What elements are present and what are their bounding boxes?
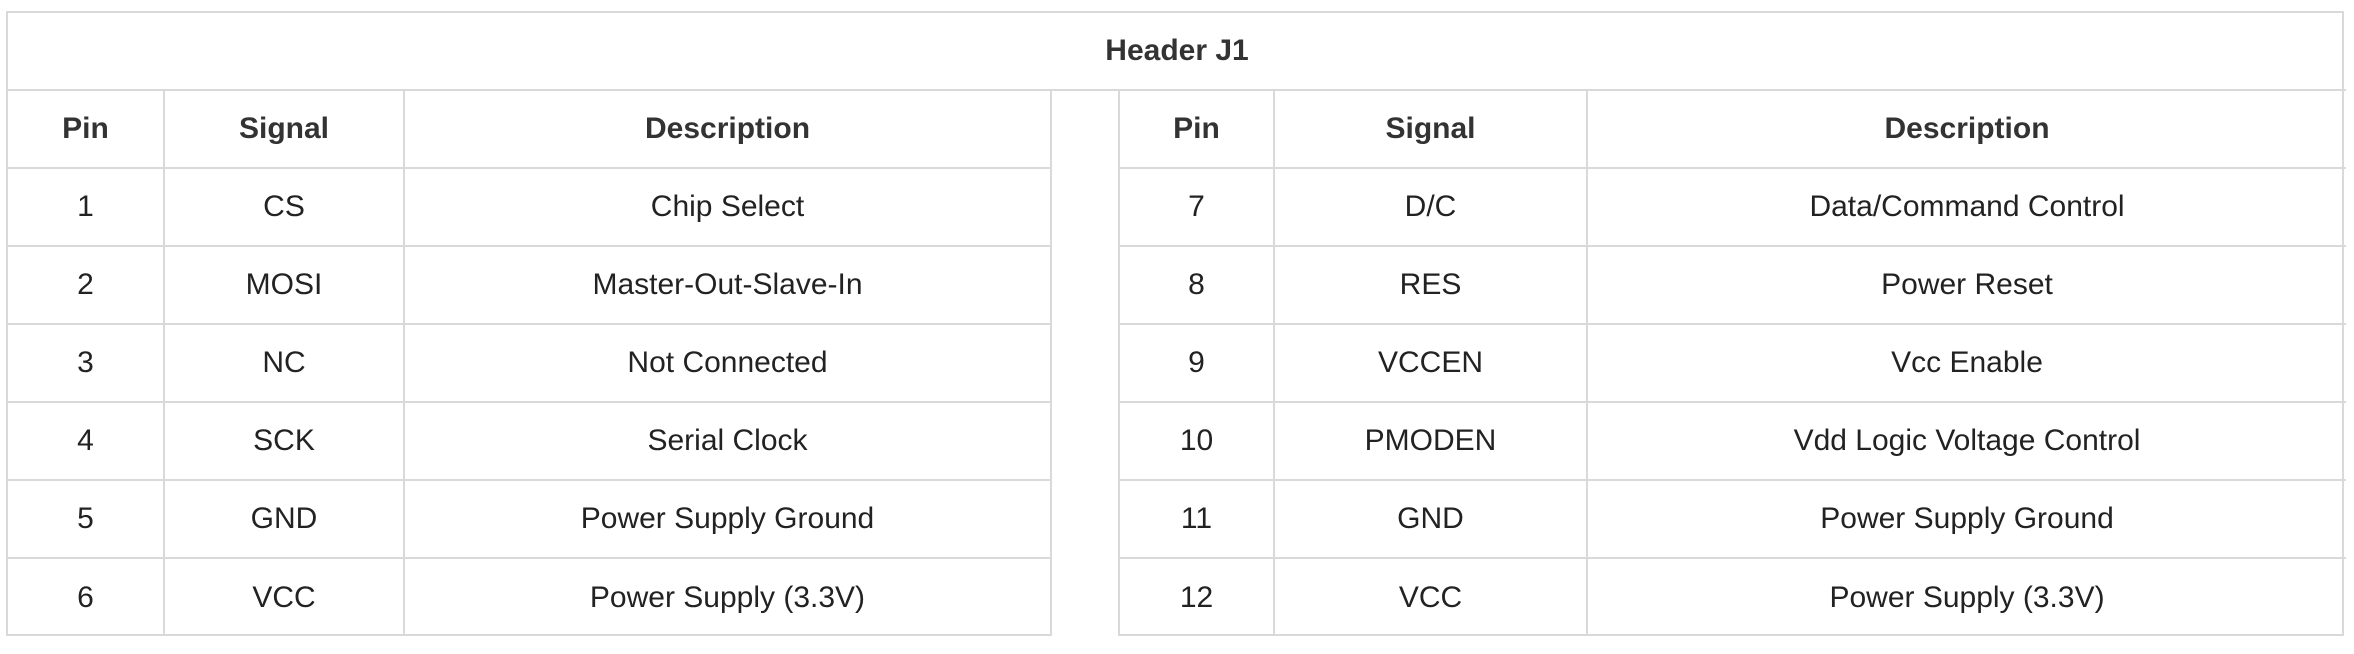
right-description-cell: Vcc Enable bbox=[1585, 323, 2347, 403]
left-pin-cell: 1 bbox=[8, 167, 165, 247]
left-pin-cell: 2 bbox=[8, 245, 165, 325]
right-signal-cell: VCCEN bbox=[1273, 323, 1588, 403]
table-title-row: Header J1 bbox=[8, 13, 2347, 91]
left-description-cell: Master-Out-Slave-In bbox=[403, 245, 1052, 325]
right-pin-cell: 11 bbox=[1118, 479, 1275, 559]
left-signal-cell: VCC bbox=[163, 557, 405, 636]
left-signal-cell: MOSI bbox=[163, 245, 405, 325]
table-header-row: Pin Signal Description Pin Signal Descri… bbox=[8, 89, 2347, 636]
right-signal-cell: VCC bbox=[1273, 557, 1588, 636]
table-row: 1 CS Chip Select 7 D/C Data/Command Cont… bbox=[8, 167, 2347, 247]
column-gap bbox=[1050, 90, 1120, 636]
header-j1-table-container: Header J1 Pin Signal Description Pin Sig… bbox=[6, 11, 2347, 636]
left-description-cell: Not Connected bbox=[403, 323, 1052, 403]
left-description-cell: Power Supply (3.3V) bbox=[403, 557, 1052, 636]
left-description-cell: Serial Clock bbox=[403, 401, 1052, 481]
right-description-cell: Power Supply Ground bbox=[1585, 479, 2347, 559]
right-description-cell: Power Supply (3.3V) bbox=[1585, 557, 2347, 636]
right-signal-cell: RES bbox=[1273, 245, 1588, 325]
right-description-cell: Vdd Logic Voltage Control bbox=[1585, 401, 2347, 481]
table-row: 6 VCC Power Supply (3.3V) 12 VCC Power S… bbox=[8, 557, 2347, 636]
left-header-signal: Signal bbox=[163, 89, 405, 169]
right-header-description: Description bbox=[1585, 89, 2347, 169]
left-signal-cell: GND bbox=[163, 479, 405, 559]
left-pin-cell: 5 bbox=[8, 479, 165, 559]
left-signal-cell: CS bbox=[163, 167, 405, 247]
left-header-description: Description bbox=[403, 89, 1052, 169]
header-j1-pinout-table: Header J1 Pin Signal Description Pin Sig… bbox=[8, 13, 2347, 636]
table-row: 5 GND Power Supply Ground 11 GND Power S… bbox=[8, 479, 2347, 559]
left-pin-cell: 3 bbox=[8, 323, 165, 403]
table-title: Header J1 bbox=[8, 13, 2347, 91]
right-header-pin: Pin bbox=[1118, 89, 1275, 169]
left-pin-cell: 6 bbox=[8, 557, 165, 636]
right-signal-cell: D/C bbox=[1273, 167, 1588, 247]
right-description-cell: Power Reset bbox=[1585, 245, 2347, 325]
table-row: 4 SCK Serial Clock 10 PMODEN Vdd Logic V… bbox=[8, 401, 2347, 481]
right-pin-cell: 9 bbox=[1118, 323, 1275, 403]
right-pin-cell: 12 bbox=[1118, 557, 1275, 636]
right-pin-cell: 8 bbox=[1118, 245, 1275, 325]
left-description-cell: Power Supply Ground bbox=[403, 479, 1052, 559]
table-row: 2 MOSI Master-Out-Slave-In 8 RES Power R… bbox=[8, 245, 2347, 325]
right-pin-cell: 7 bbox=[1118, 167, 1275, 247]
table-row: 3 NC Not Connected 9 VCCEN Vcc Enable bbox=[8, 323, 2347, 403]
left-signal-cell: SCK bbox=[163, 401, 405, 481]
left-pin-cell: 4 bbox=[8, 401, 165, 481]
right-pin-cell: 10 bbox=[1118, 401, 1275, 481]
left-description-cell: Chip Select bbox=[403, 167, 1052, 247]
right-signal-cell: PMODEN bbox=[1273, 401, 1588, 481]
left-signal-cell: NC bbox=[163, 323, 405, 403]
right-description-cell: Data/Command Control bbox=[1585, 167, 2347, 247]
right-signal-cell: GND bbox=[1273, 479, 1588, 559]
right-header-signal: Signal bbox=[1273, 89, 1588, 169]
left-header-pin: Pin bbox=[8, 89, 165, 169]
